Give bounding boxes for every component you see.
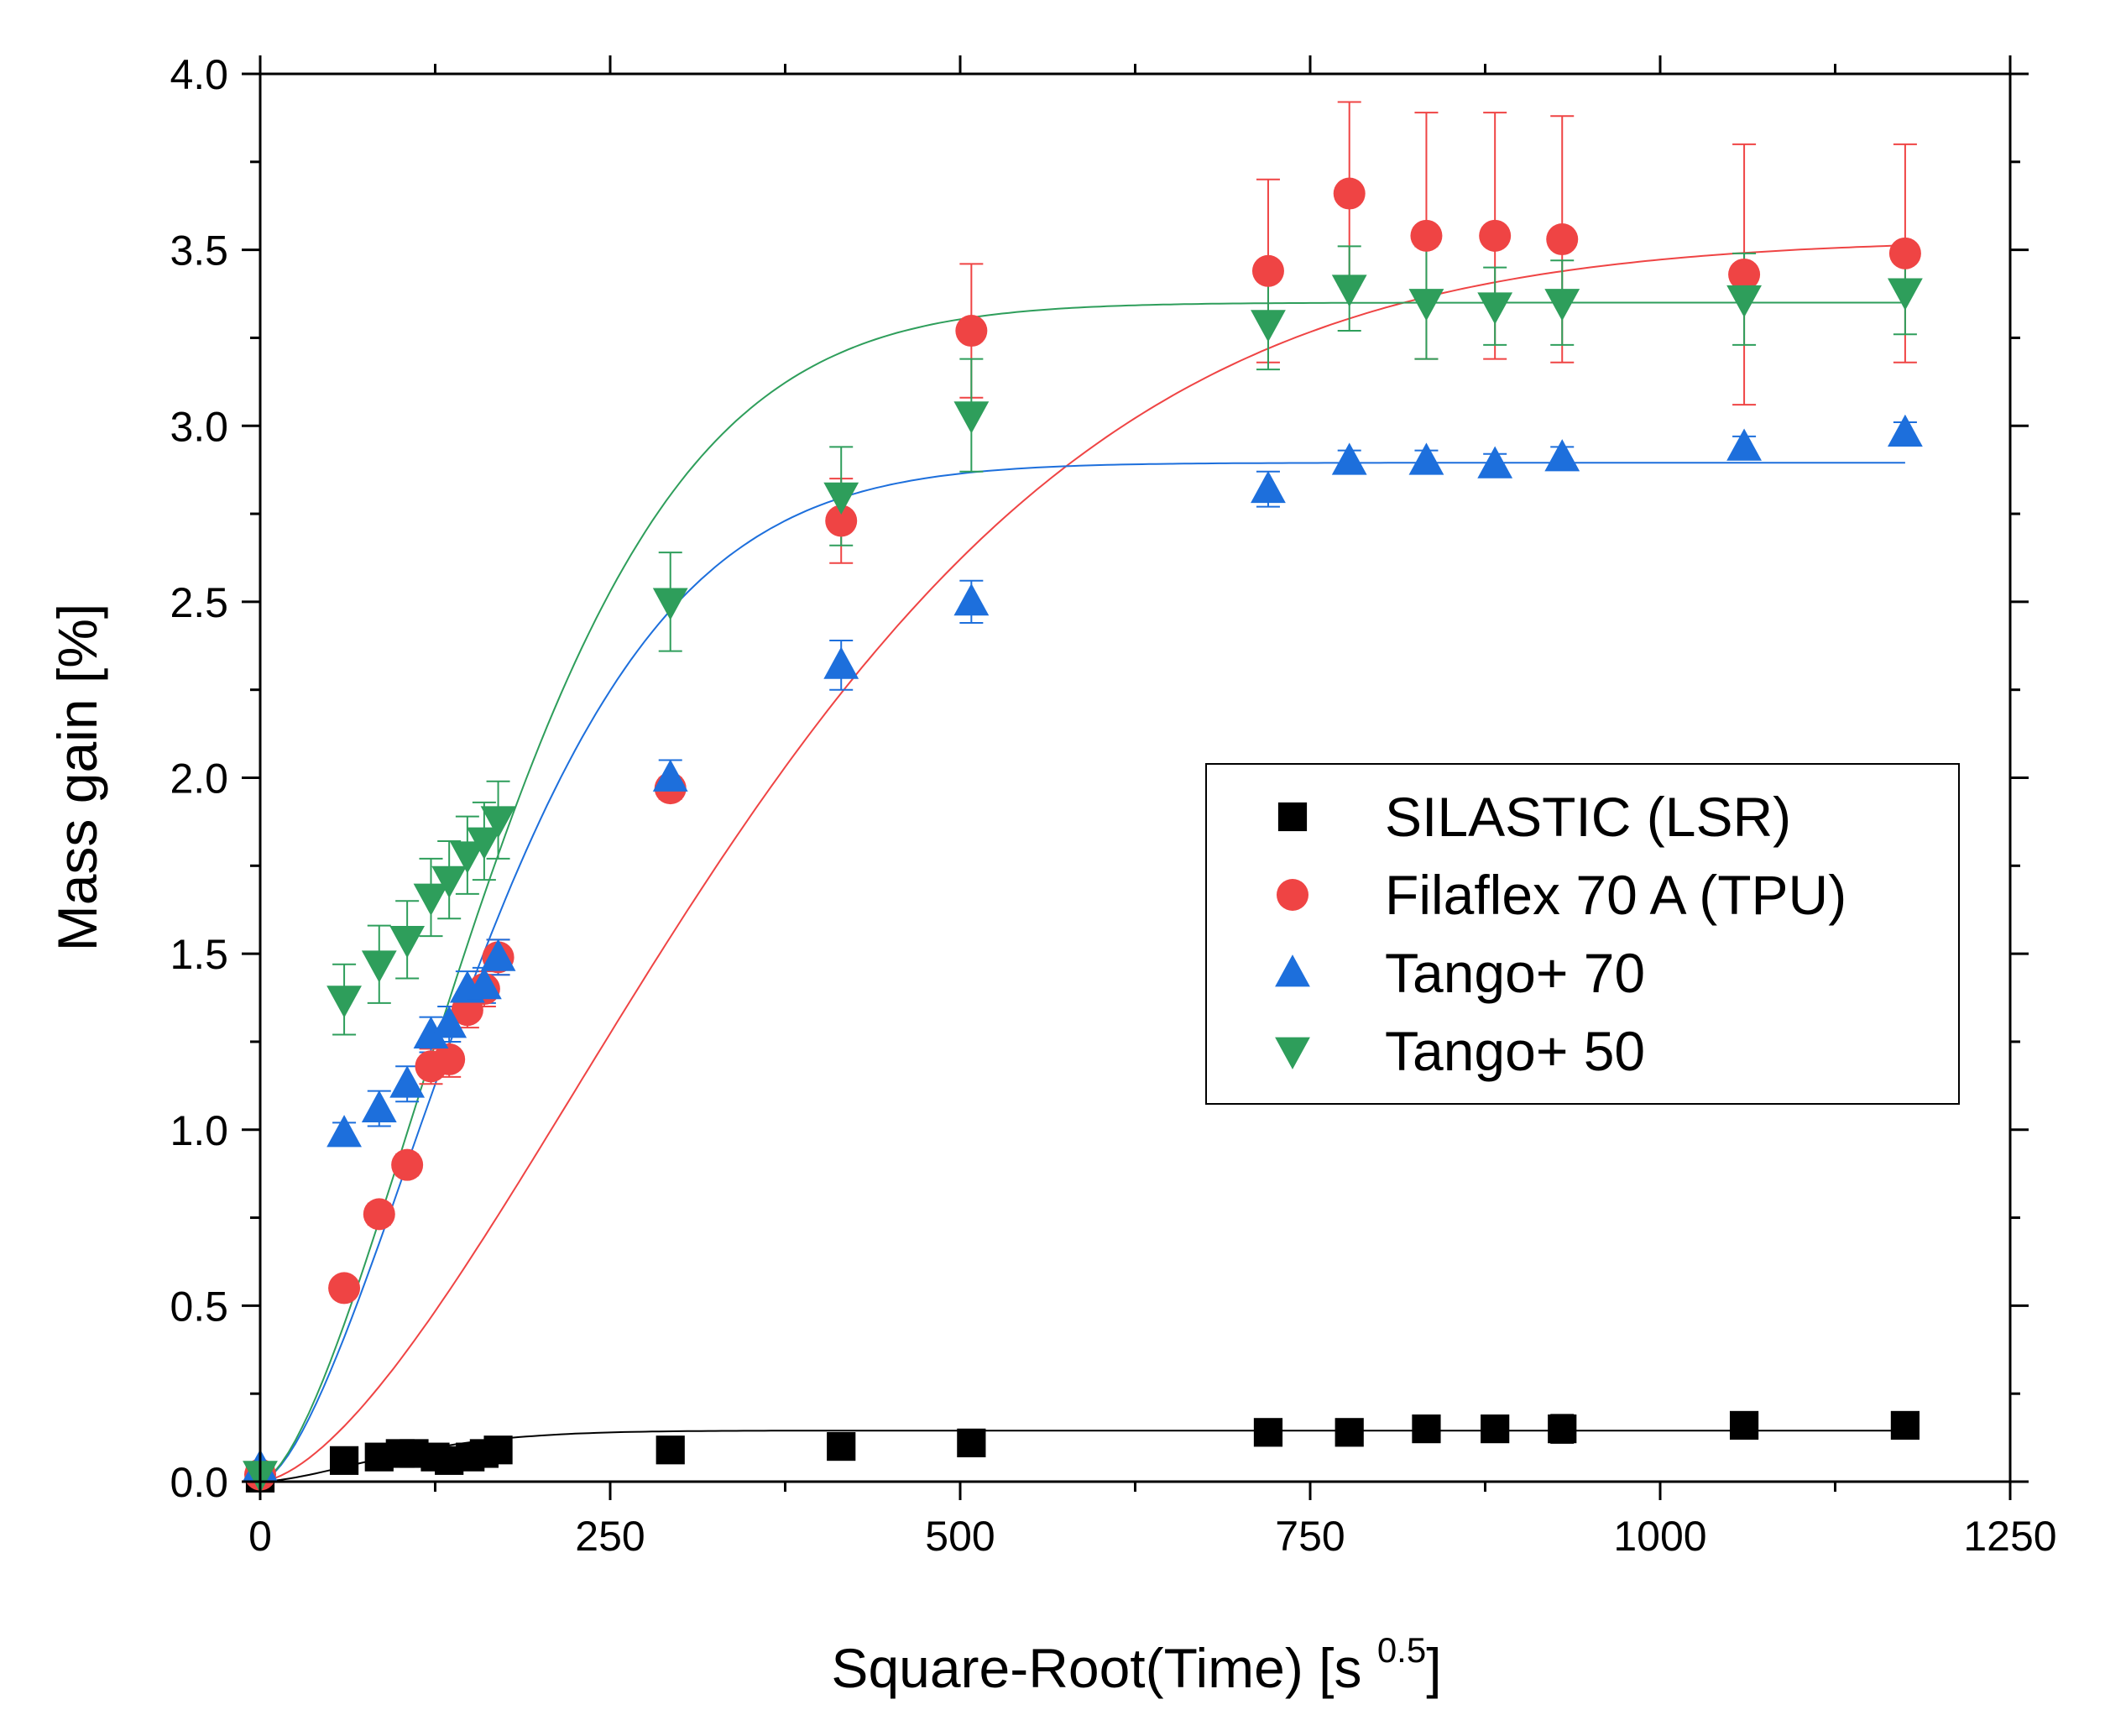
legend-label: Tango+ 70 [1385,942,1645,1004]
y-tick-label: 3.5 [170,227,228,275]
data-point [361,950,397,983]
data-point [1335,1418,1364,1447]
data-point [1253,1418,1283,1447]
data-point [480,806,516,839]
data-point [413,883,449,916]
data-point [361,1090,397,1122]
y-tick-label: 0.0 [170,1459,228,1506]
data-point [1479,219,1512,252]
y-tick-label: 3.0 [170,403,228,450]
y-tick-label: 1.0 [170,1107,228,1154]
legend-box [1205,763,1960,1105]
x-axis-title-main: Square-Root(Time) [s [831,1637,1376,1699]
data-point [1481,1414,1510,1444]
data-point [953,583,990,616]
data-point [480,939,516,971]
data-point [823,646,859,679]
data-point [1251,254,1284,287]
data-point [391,1148,424,1181]
data-point [449,841,485,874]
data-point [1251,310,1286,342]
data-point [957,1428,986,1457]
x-axis-title-suffix: ] [1426,1637,1441,1699]
data-point [1477,446,1513,478]
y-axis-title: Mass gain [%] [46,604,108,952]
data-point [1890,1410,1920,1441]
fit-curve-2 [259,462,1905,1482]
x-tick-label: 1250 [1963,1513,2056,1560]
fit-curve-3 [259,301,1905,1482]
data-point [389,925,426,959]
x-axis-title-superscript: 0.5 [1377,1630,1426,1670]
data-point [656,1435,685,1465]
y-tick-label: 1.5 [170,931,228,978]
data-point [389,1065,426,1098]
data-point [433,1043,466,1075]
data-point [1412,1414,1441,1444]
legend-marker [1275,954,1310,987]
fit-curve-0 [259,1430,1905,1482]
data-point [1331,442,1367,475]
data-point [363,1198,395,1231]
legend-marker [1275,1037,1310,1069]
data-markers [243,177,1923,1493]
legend-marker [1277,879,1308,911]
x-axis-title: Square-Root(Time) [s 0.5] [831,1630,1441,1699]
legend-label: SILASTIC (LSR) [1385,786,1791,848]
data-point [413,1016,449,1048]
data-point [466,827,502,860]
legend-marker [1277,802,1308,832]
fit-curves [259,244,1905,1482]
data-point [326,986,362,1018]
data-point [1544,289,1580,322]
x-tick-label: 250 [575,1513,645,1560]
data-point [1888,278,1923,311]
data-point [466,967,502,1000]
data-point [1251,470,1286,504]
data-point [652,759,688,792]
data-point [825,505,858,537]
data-point [1331,275,1367,307]
data-point [953,401,990,434]
data-point [326,1115,362,1148]
data-point [1333,177,1366,210]
y-tick-label: 2.0 [170,756,228,803]
data-point [431,1006,467,1038]
data-point [1408,289,1444,322]
data-point [955,315,988,348]
data-point [1408,442,1444,475]
data-point [1888,414,1923,447]
data-point [652,588,688,620]
data-point [328,1272,361,1305]
data-point [329,1446,359,1475]
data-point [483,1435,513,1465]
legend: SILASTIC (LSR) Filaflex 70 A (TPU) Tango+ … [1205,763,1960,1105]
data-point [1477,292,1513,325]
data-point [431,865,467,898]
data-point [823,482,859,515]
data-point [827,1431,856,1461]
data-point [1548,1414,1577,1444]
legend-label: Tango+ 50 [1385,1020,1645,1082]
y-axis-ticks: 0.0 0.5 1.0 1.5 2.0 2.5 3.0 3.5 4.0 [170,51,2029,1506]
legend-label: Filaflex 70 A (TPU) [1385,864,1846,926]
y-tick-label: 4.0 [170,51,228,98]
x-tick-label: 500 [925,1513,995,1560]
data-point [1728,258,1761,290]
data-point [1726,428,1762,461]
y-tick-label: 0.5 [170,1283,228,1330]
data-point [1729,1410,1759,1441]
x-tick-label: 0 [248,1513,272,1560]
data-point [1726,285,1762,318]
data-point [1888,237,1921,269]
x-axis-ticks: 0 250 500 750 1000 1250 [248,55,2057,1560]
y-tick-label: 2.5 [170,579,228,626]
data-point [1410,219,1443,252]
x-tick-label: 1000 [1613,1513,1706,1560]
data-point [1546,223,1579,256]
data-point [1544,439,1580,472]
x-tick-label: 750 [1275,1513,1345,1560]
fit-curve-1 [259,244,1905,1482]
